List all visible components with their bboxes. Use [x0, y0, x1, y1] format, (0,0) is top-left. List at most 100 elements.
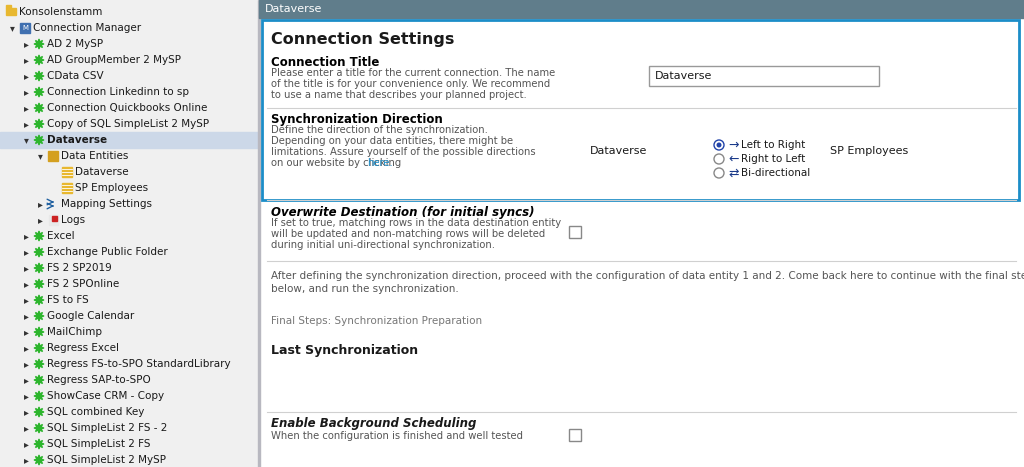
Polygon shape — [34, 423, 44, 433]
Text: ▾: ▾ — [38, 151, 42, 161]
Text: ▸: ▸ — [24, 71, 29, 81]
Text: ▸: ▸ — [24, 311, 29, 321]
Bar — [569, 226, 581, 238]
Text: ▸: ▸ — [24, 119, 29, 129]
FancyBboxPatch shape — [62, 167, 72, 177]
Bar — [569, 429, 581, 441]
Text: Regress Excel: Regress Excel — [47, 343, 119, 353]
Text: Regress FS-to-SPO StandardLibrary: Regress FS-to-SPO StandardLibrary — [47, 359, 230, 369]
Polygon shape — [34, 439, 44, 449]
Circle shape — [717, 142, 722, 148]
Text: ▸: ▸ — [24, 375, 29, 385]
Polygon shape — [34, 247, 44, 257]
Bar — [0, 0, 259, 467]
Polygon shape — [34, 295, 44, 305]
Text: SQL SimpleList 2 FS - 2: SQL SimpleList 2 FS - 2 — [47, 423, 167, 433]
Text: Please enter a title for the current connection. The name: Please enter a title for the current con… — [271, 68, 555, 78]
Text: ▸: ▸ — [24, 455, 29, 465]
Text: ▸: ▸ — [24, 55, 29, 65]
Text: to use a name that describes your planned project.: to use a name that describes your planne… — [271, 90, 526, 100]
Text: ⇄: ⇄ — [728, 167, 738, 179]
Text: ▸: ▸ — [24, 343, 29, 353]
FancyBboxPatch shape — [6, 8, 16, 15]
Text: M: M — [22, 25, 28, 31]
Text: Regress SAP-to-SPO: Regress SAP-to-SPO — [47, 375, 151, 385]
Circle shape — [714, 168, 724, 178]
Text: during initial uni-directional synchronization.: during initial uni-directional synchroni… — [271, 240, 495, 250]
Text: Bi-directional: Bi-directional — [741, 168, 810, 178]
Text: ▸: ▸ — [24, 407, 29, 417]
Text: Copy of SQL SimpleList 2 MySP: Copy of SQL SimpleList 2 MySP — [47, 119, 209, 129]
Text: Dataverse: Dataverse — [47, 135, 108, 145]
Text: Konsolenstamm: Konsolenstamm — [19, 7, 102, 17]
Text: When the configuration is finished and well tested: When the configuration is finished and w… — [271, 431, 523, 441]
Text: SQL SimpleList 2 FS: SQL SimpleList 2 FS — [47, 439, 151, 449]
Text: ▸: ▸ — [24, 439, 29, 449]
Text: After defining the synchronization direction, proceed with the configuration of : After defining the synchronization direc… — [271, 271, 1024, 281]
Text: Dataverse: Dataverse — [590, 146, 648, 156]
Text: Dataverse: Dataverse — [75, 167, 129, 177]
Text: ▸: ▸ — [38, 199, 42, 209]
Bar — [0, 132, 259, 148]
Polygon shape — [34, 71, 44, 81]
Text: ▸: ▸ — [24, 423, 29, 433]
Text: CData CSV: CData CSV — [47, 71, 103, 81]
FancyBboxPatch shape — [52, 216, 57, 221]
FancyBboxPatch shape — [49, 215, 58, 225]
Text: Final Steps: Synchronization Preparation: Final Steps: Synchronization Preparation — [271, 316, 482, 326]
Text: SP Employees: SP Employees — [75, 183, 148, 193]
Text: Right to Left: Right to Left — [741, 154, 805, 164]
Polygon shape — [34, 279, 44, 289]
Text: →: → — [728, 139, 738, 151]
Text: ▸: ▸ — [24, 295, 29, 305]
Text: Depending on your data entities, there might be: Depending on your data entities, there m… — [271, 136, 513, 146]
Text: ShowCase CRM - Copy: ShowCase CRM - Copy — [47, 391, 164, 401]
Text: Define the direction of the synchronization.: Define the direction of the synchronizat… — [271, 125, 487, 135]
Text: ▸: ▸ — [24, 391, 29, 401]
Circle shape — [714, 154, 724, 164]
Text: ▸: ▸ — [24, 279, 29, 289]
Polygon shape — [34, 359, 44, 369]
Circle shape — [714, 140, 724, 150]
Polygon shape — [34, 119, 44, 129]
Text: ←: ← — [728, 153, 738, 165]
Text: ▸: ▸ — [24, 359, 29, 369]
Text: Connection Settings: Connection Settings — [271, 32, 455, 47]
Text: Connection Quickbooks Online: Connection Quickbooks Online — [47, 103, 208, 113]
Polygon shape — [34, 263, 44, 273]
Text: Last Synchronization: Last Synchronization — [271, 344, 418, 357]
Text: on our website by clicking: on our website by clicking — [271, 158, 404, 168]
Text: Connection Title: Connection Title — [271, 56, 379, 69]
Text: AD GroupMember 2 MySP: AD GroupMember 2 MySP — [47, 55, 181, 65]
Text: will be updated and non-matching rows will be deleted: will be updated and non-matching rows wi… — [271, 229, 545, 239]
Text: Exchange Public Folder: Exchange Public Folder — [47, 247, 168, 257]
Polygon shape — [34, 455, 44, 465]
Text: Left to Right: Left to Right — [741, 140, 805, 150]
Bar — [262, 20, 1019, 200]
Polygon shape — [34, 407, 44, 417]
Text: Google Calendar: Google Calendar — [47, 311, 134, 321]
Text: Enable Background Scheduling: Enable Background Scheduling — [271, 417, 476, 430]
Text: MailChimp: MailChimp — [47, 327, 102, 337]
Text: SQL combined Key: SQL combined Key — [47, 407, 144, 417]
FancyBboxPatch shape — [62, 183, 72, 193]
Text: If set to true, matching rows in the data destination entity: If set to true, matching rows in the dat… — [271, 218, 561, 228]
Text: Logs: Logs — [61, 215, 85, 225]
Text: Connection Linkedinn to sp: Connection Linkedinn to sp — [47, 87, 189, 97]
Bar — [259, 18, 1024, 467]
Polygon shape — [34, 231, 44, 241]
Polygon shape — [34, 375, 44, 385]
Polygon shape — [34, 135, 44, 145]
Polygon shape — [34, 103, 44, 113]
Text: FS to FS: FS to FS — [47, 295, 89, 305]
Bar — [259, 0, 1024, 18]
FancyBboxPatch shape — [20, 23, 30, 33]
Text: below, and run the synchronization.: below, and run the synchronization. — [271, 284, 459, 294]
Bar — [649, 66, 879, 86]
Text: ▾: ▾ — [9, 23, 14, 33]
Text: ▾: ▾ — [24, 135, 29, 145]
Text: here.: here. — [367, 158, 392, 168]
Text: Synchronization Direction: Synchronization Direction — [271, 113, 442, 126]
Text: ▸: ▸ — [24, 263, 29, 273]
Polygon shape — [34, 327, 44, 337]
